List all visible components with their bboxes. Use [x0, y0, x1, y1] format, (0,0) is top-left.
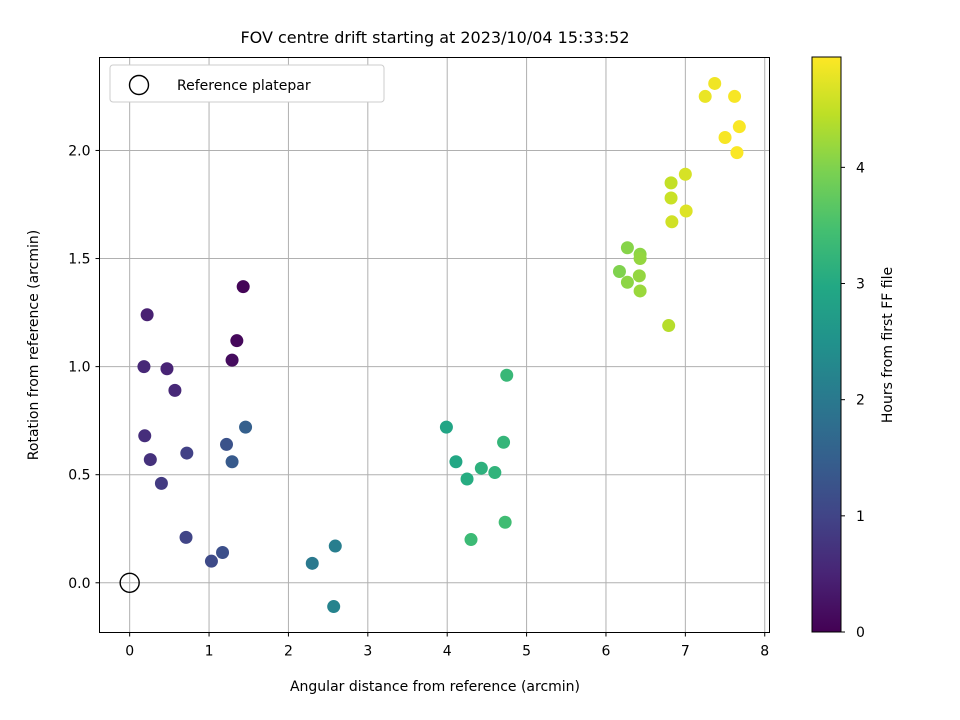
data-point — [633, 252, 647, 266]
colorbar-tick-label: 4 — [856, 160, 865, 176]
data-point — [239, 420, 253, 434]
legend-box — [109, 64, 385, 103]
data-point — [612, 265, 626, 279]
data-point — [620, 275, 634, 289]
data-point — [633, 284, 647, 298]
data-point — [439, 420, 453, 434]
data-point — [225, 455, 239, 469]
data-point — [664, 176, 678, 190]
plot-area — [99, 57, 770, 633]
y-axis-ticks: 0.0 0.5 1.0 1.5 2.0 — [68, 143, 100, 592]
data-point — [488, 466, 502, 480]
chart-title: FOV centre drift starting at 2023/10/04 … — [240, 28, 629, 47]
y-tick-label: 1.5 — [68, 252, 90, 268]
x-axis-ticks: 0 1 2 3 4 5 6 7 8 — [125, 632, 769, 660]
reference-marker — [119, 572, 140, 593]
x-tick-label: 3 — [363, 644, 372, 660]
data-point — [328, 539, 342, 553]
x-tick-label: 1 — [205, 644, 214, 660]
data-point — [449, 455, 463, 469]
data-point — [154, 476, 168, 490]
grid — [99, 57, 770, 633]
data-point — [220, 437, 234, 451]
data-point — [305, 556, 319, 570]
data-point — [464, 533, 478, 547]
data-point — [498, 515, 512, 529]
data-point — [230, 334, 244, 348]
data-point — [179, 530, 193, 544]
y-tick-label: 0.0 — [68, 576, 90, 592]
data-point — [728, 89, 742, 103]
data-point — [143, 453, 157, 467]
x-tick-label: 0 — [125, 644, 134, 660]
x-tick-label: 6 — [602, 644, 611, 660]
y-tick-label: 1.0 — [68, 360, 90, 376]
data-point — [698, 89, 712, 103]
data-point — [708, 76, 722, 90]
legend-marker-reference — [128, 74, 150, 96]
colorbar-tick-label: 0 — [856, 625, 865, 641]
data-point — [140, 308, 154, 322]
data-point — [732, 120, 746, 134]
x-tick-label: 4 — [443, 644, 452, 660]
x-tick-label: 8 — [760, 644, 769, 660]
data-point — [664, 191, 678, 205]
data-point — [460, 472, 474, 486]
legend-entry-reference: Reference platepar — [177, 78, 311, 94]
data-point — [137, 360, 151, 374]
axes-frame — [99, 57, 770, 633]
x-tick-label: 5 — [522, 644, 531, 660]
data-point — [474, 461, 488, 475]
data-point — [730, 146, 744, 160]
data-point — [662, 319, 676, 333]
data-point — [665, 215, 679, 229]
data-point — [500, 368, 514, 382]
colorbar-ticks: 0 1 2 3 4 — [841, 160, 865, 641]
y-tick-label: 0.5 — [68, 468, 90, 484]
data-point — [678, 167, 692, 181]
data-point — [138, 429, 152, 443]
x-tick-label: 2 — [284, 644, 293, 660]
x-tick-label: 7 — [681, 644, 690, 660]
colorbar-tick-label: 2 — [856, 393, 865, 409]
data-point — [632, 269, 646, 283]
colorbar-tick-label: 1 — [856, 509, 865, 525]
data-point — [225, 353, 239, 367]
data-point — [168, 383, 182, 397]
data-point — [327, 600, 341, 614]
data-point — [216, 546, 230, 560]
colorbar-tick-label: 3 — [856, 277, 865, 293]
x-axis-label: Angular distance from reference (arcmin) — [290, 679, 580, 695]
data-point — [620, 241, 634, 255]
colorbar-label: Hours from first FF file — [880, 267, 896, 423]
legend: Reference platepar — [109, 64, 385, 103]
data-point — [236, 280, 250, 294]
colorbar: 0 1 2 3 4 Hours from first FF file — [811, 56, 896, 641]
reference-marker-group — [119, 572, 140, 593]
data-point — [718, 130, 732, 144]
data-point — [497, 435, 511, 449]
colorbar-gradient — [811, 56, 842, 633]
data-point — [180, 446, 194, 460]
data-points — [137, 76, 746, 614]
data-point — [160, 362, 174, 376]
data-point — [679, 204, 693, 218]
data-point — [204, 554, 218, 568]
y-tick-label: 2.0 — [68, 143, 90, 159]
y-axis-label: Rotation from reference (arcmin) — [26, 230, 42, 460]
